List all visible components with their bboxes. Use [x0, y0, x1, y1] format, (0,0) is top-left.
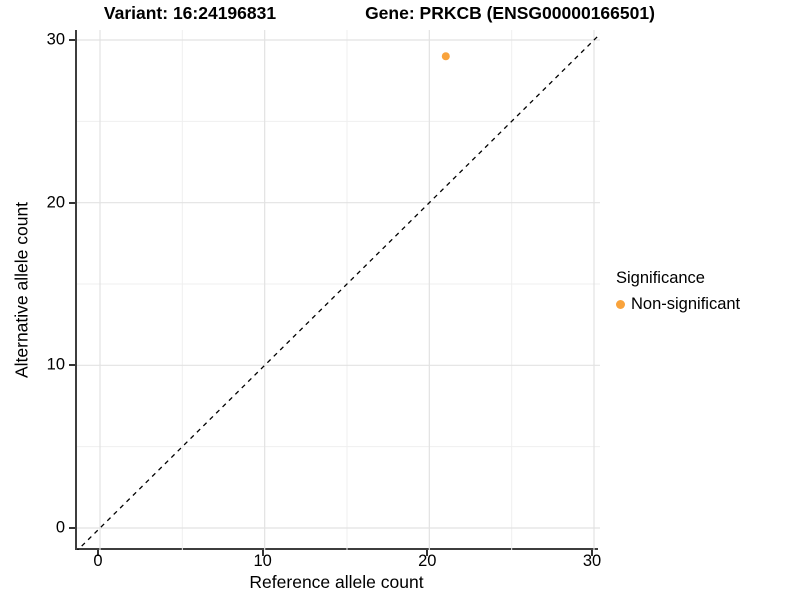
plot-canvas [77, 30, 600, 550]
y-tick-10 [69, 364, 75, 367]
legend-item-label: Non-significant [631, 295, 741, 313]
variant-title: Variant: 16:24196831 [103, 3, 277, 23]
y-tick-label-0: 0 [55, 518, 65, 537]
y-tick-0 [69, 527, 75, 529]
x-tick-0 [97, 550, 99, 556]
legend-item-non-significant: Non-significant [616, 295, 740, 314]
identity-dashed-line [77, 33, 600, 550]
y-tick-30 [69, 39, 75, 41]
x-tick-20 [426, 550, 429, 556]
gene-title: Gene: PRKCB (ENSG00000166501) [365, 3, 655, 23]
x-tick-30 [591, 550, 593, 556]
x-axis-title: Reference allele count [249, 572, 424, 592]
legend: Significance Non-significant [616, 269, 740, 314]
x-tick-label-0: 0 [93, 552, 103, 570]
y-axis-title: Alternative allele count [11, 201, 32, 379]
legend-title: Significance [616, 269, 705, 287]
y-tick-20 [69, 201, 75, 204]
legend-point-icon [616, 300, 625, 309]
data-point [441, 52, 450, 61]
minor-gridlines [77, 30, 600, 550]
y-tick-label-20: 20 [46, 193, 65, 212]
plot-panel [75, 30, 600, 550]
x-tick-10 [261, 550, 264, 556]
y-tick-label-10: 10 [46, 355, 65, 374]
x-tick-label-10: 10 [253, 552, 272, 570]
x-tick-label-20: 20 [418, 552, 437, 570]
x-tick-label-30: 30 [582, 552, 602, 570]
major-gridlines [77, 30, 600, 550]
y-tick-label-30: 30 [46, 30, 65, 49]
